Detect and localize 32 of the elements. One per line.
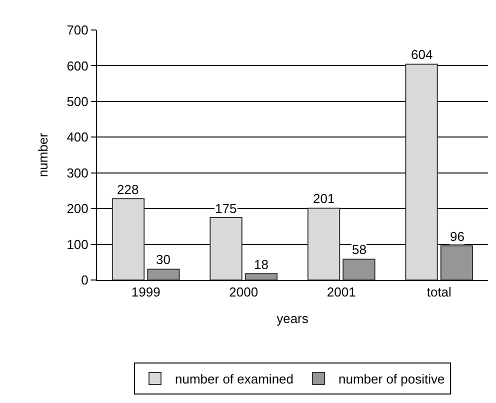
legend-label: number of examined bbox=[175, 372, 294, 387]
y-tick-label: 700 bbox=[66, 22, 88, 38]
data-label: 604 bbox=[411, 47, 433, 62]
bar bbox=[244, 273, 278, 280]
bar bbox=[307, 208, 340, 280]
y-tick-label: 100 bbox=[66, 236, 88, 252]
bar bbox=[147, 268, 180, 280]
bar bbox=[342, 258, 376, 280]
y-axis-title: number bbox=[36, 132, 51, 178]
data-label: 30 bbox=[156, 252, 170, 267]
data-label: 18 bbox=[254, 257, 268, 272]
data-label: 228 bbox=[117, 182, 139, 197]
y-tick-label: 200 bbox=[66, 201, 88, 216]
bar bbox=[440, 245, 474, 280]
bar bbox=[210, 217, 242, 280]
bar bbox=[112, 198, 145, 280]
legend-label: number of positive bbox=[338, 372, 445, 387]
data-label: 58 bbox=[352, 242, 366, 257]
y-tick-label: 400 bbox=[66, 130, 88, 145]
x-tick-label: total bbox=[426, 284, 452, 300]
data-label: 201 bbox=[313, 191, 335, 206]
x-tick-label: 1999 bbox=[131, 284, 160, 300]
bar bbox=[405, 64, 438, 280]
data-label: 96 bbox=[450, 229, 464, 244]
x-tick-label: 2001 bbox=[326, 284, 356, 300]
x-axis-title: years bbox=[276, 311, 309, 326]
x-tick-label: 2000 bbox=[229, 284, 258, 300]
y-tick-label: 600 bbox=[66, 58, 88, 74]
y-tick-label: 0 bbox=[81, 272, 88, 288]
y-tick-label: 500 bbox=[66, 94, 88, 109]
data-label: 175 bbox=[215, 201, 237, 216]
y-tick-label: 300 bbox=[66, 165, 88, 180]
